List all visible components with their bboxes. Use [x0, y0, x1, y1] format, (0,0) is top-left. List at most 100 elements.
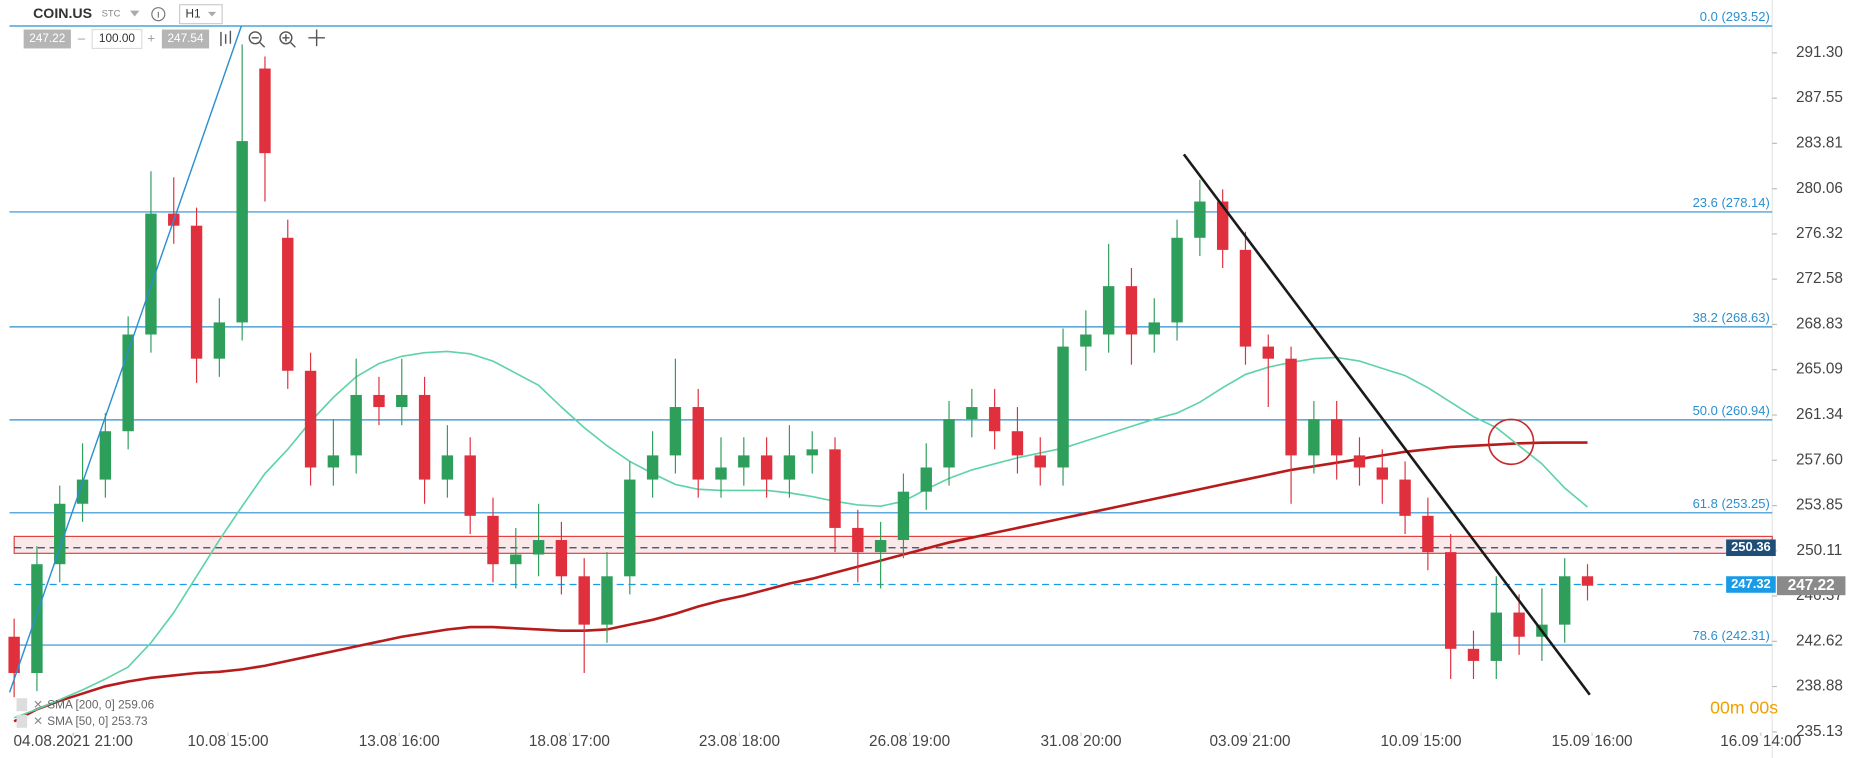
- move-icon[interactable]: [308, 29, 325, 47]
- legend-x[interactable]: ✕: [33, 714, 43, 728]
- candle-body: [1581, 576, 1594, 586]
- symbol: COIN.US: [33, 6, 92, 22]
- candle-body: [1513, 612, 1525, 637]
- dropdown-arrow[interactable]: [129, 10, 140, 17]
- highlight-circle: [1487, 418, 1535, 466]
- last-price-tag: [1776, 576, 1846, 596]
- candle-body: [122, 334, 134, 432]
- candle-body: [874, 540, 887, 553]
- zoom-out-icon[interactable]: [248, 31, 262, 45]
- candle-body: [1239, 249, 1252, 347]
- candle-body: [327, 455, 340, 468]
- y-tick-label: 261.34: [1796, 406, 1843, 423]
- candle-body: [8, 636, 20, 674]
- candle-body: [578, 576, 590, 625]
- y-tick-label: 272.58: [1796, 270, 1843, 287]
- candle-body: [418, 394, 431, 480]
- x-tick-label: 23.08 18:00: [699, 733, 780, 750]
- candle-body: [669, 407, 682, 456]
- x-tick-label: 03.09 21:00: [1209, 733, 1290, 750]
- dropdown-arrow: [207, 11, 217, 17]
- plus[interactable]: +: [147, 30, 155, 45]
- candle-body: [1262, 346, 1274, 359]
- x-tick-label: 26.08 19:00: [869, 733, 950, 750]
- candle-body: [441, 455, 454, 480]
- last-price-label: 247.22: [1788, 577, 1835, 594]
- minus[interactable]: –: [78, 30, 86, 45]
- candle-body: [897, 491, 910, 541]
- y-tick-label: 250.11: [1797, 542, 1843, 559]
- legend-icon[interactable]: [16, 714, 28, 728]
- quantity-box[interactable]: [91, 28, 143, 50]
- candle-body: [966, 407, 978, 420]
- price-tag-label: 250.36: [1731, 539, 1771, 554]
- candle-body: [259, 68, 271, 154]
- candle-body: [943, 419, 955, 468]
- candle-body: [487, 515, 499, 565]
- candle-body: [213, 322, 226, 359]
- legend-icon[interactable]: [16, 698, 28, 712]
- quantity: 100.00: [99, 31, 136, 45]
- x-tick-label: 15.09 16:00: [1552, 733, 1633, 750]
- candle-body: [601, 576, 613, 625]
- fib-label: 50.0 (260.94): [1693, 403, 1770, 418]
- y-tick-label: 268.83: [1796, 316, 1843, 333]
- fib-label: 78.6 (242.31): [1693, 628, 1770, 643]
- legend-x[interactable]: ✕: [33, 697, 43, 711]
- x-tick-label: 16.09 14:00: [1720, 733, 1801, 750]
- zoom-in-icon[interactable]: [279, 31, 293, 45]
- ask-box[interactable]: [161, 29, 210, 49]
- candle-body: [829, 449, 841, 528]
- bid: 247.22: [29, 31, 65, 45]
- price-tag: [1726, 576, 1776, 593]
- candle-body: [738, 455, 750, 468]
- candle-body: [1422, 515, 1434, 553]
- candle-body: [1376, 467, 1388, 480]
- x-tick-label: 13.08 16:00: [359, 733, 440, 750]
- y-tick-label: 287.55: [1796, 89, 1843, 106]
- candle-body: [715, 467, 727, 480]
- candle-body: [510, 554, 522, 565]
- candle-body: [1399, 479, 1411, 516]
- x-tick-label: 31.08 20:00: [1041, 733, 1122, 750]
- y-tick-label: 242.62: [1796, 632, 1843, 649]
- indicator-legend: ✕ SMA [200, 0] 259.06 ✕ SMA [50, 0] 253.…: [16, 697, 155, 728]
- candle-body: [532, 540, 545, 555]
- candle-body: [1125, 286, 1138, 335]
- candle-body: [396, 394, 408, 408]
- bid-box[interactable]: [23, 29, 71, 49]
- fib-label: 61.8 (253.25): [1693, 496, 1770, 511]
- timeframe-box[interactable]: [178, 4, 223, 25]
- sma-line: [13, 441, 1588, 723]
- exchange[interactable]: STC: [102, 9, 121, 20]
- candle-body: [282, 237, 294, 371]
- y-tick-label: 280.06: [1796, 180, 1843, 197]
- x-tick-label: 04.08.2021 21:00: [13, 733, 132, 750]
- fib-label: 0.0 (293.52): [1700, 9, 1770, 24]
- candle-body: [1011, 431, 1024, 456]
- x-tick-label: 10.08 15:00: [187, 733, 268, 750]
- fib-label: 23.6 (278.14): [1693, 195, 1770, 210]
- plot-area: 291.30 287.55 283.81 280.06 276.32 272.58 268.…: [8, 0, 1846, 758]
- candle-icon[interactable]: [220, 30, 232, 47]
- candle-body: [145, 213, 157, 335]
- candle-body: [852, 527, 864, 553]
- toolbar: COIN.US STC H1 247.22 – 100.00 + 247.54: [23, 4, 325, 50]
- candle-body: [1171, 237, 1183, 323]
- zoom-out-icon-detail: [251, 37, 266, 48]
- candle-body: [76, 479, 89, 504]
- candle-body: [760, 455, 773, 480]
- candle-body: [1034, 455, 1046, 468]
- y-tick-label: 235.13: [1796, 723, 1843, 740]
- trend-line: [1182, 153, 1591, 696]
- y-tick-label: 238.88: [1796, 678, 1843, 695]
- timeframe: H1: [185, 6, 200, 20]
- candle-body: [1559, 576, 1571, 625]
- y-tick-label: 276.32: [1796, 225, 1843, 242]
- info-icon[interactable]: [151, 7, 166, 22]
- candle-body: [1194, 201, 1206, 238]
- candle-body: [99, 431, 112, 480]
- candle-body: [783, 455, 796, 480]
